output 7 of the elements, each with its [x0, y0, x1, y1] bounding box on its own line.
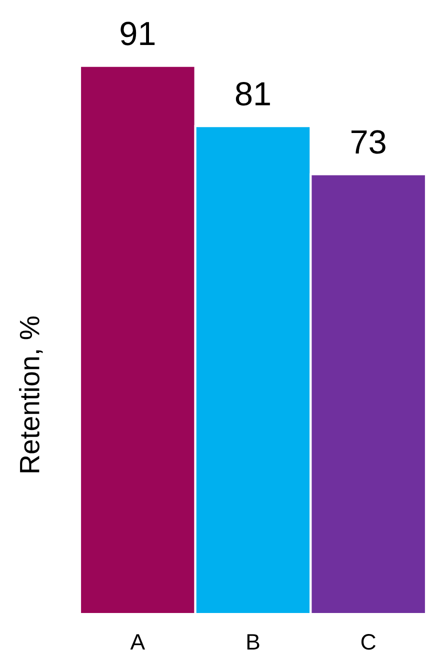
x-tick-label: A: [130, 634, 146, 650]
y-axis-title: Retention, %: [19, 316, 43, 472]
data-label: 91: [120, 22, 155, 46]
x-tick-label: B: [247, 634, 260, 650]
data-label: 73: [352, 130, 386, 154]
x-tick-label: C: [361, 634, 376, 650]
data-label: 81: [236, 82, 270, 106]
